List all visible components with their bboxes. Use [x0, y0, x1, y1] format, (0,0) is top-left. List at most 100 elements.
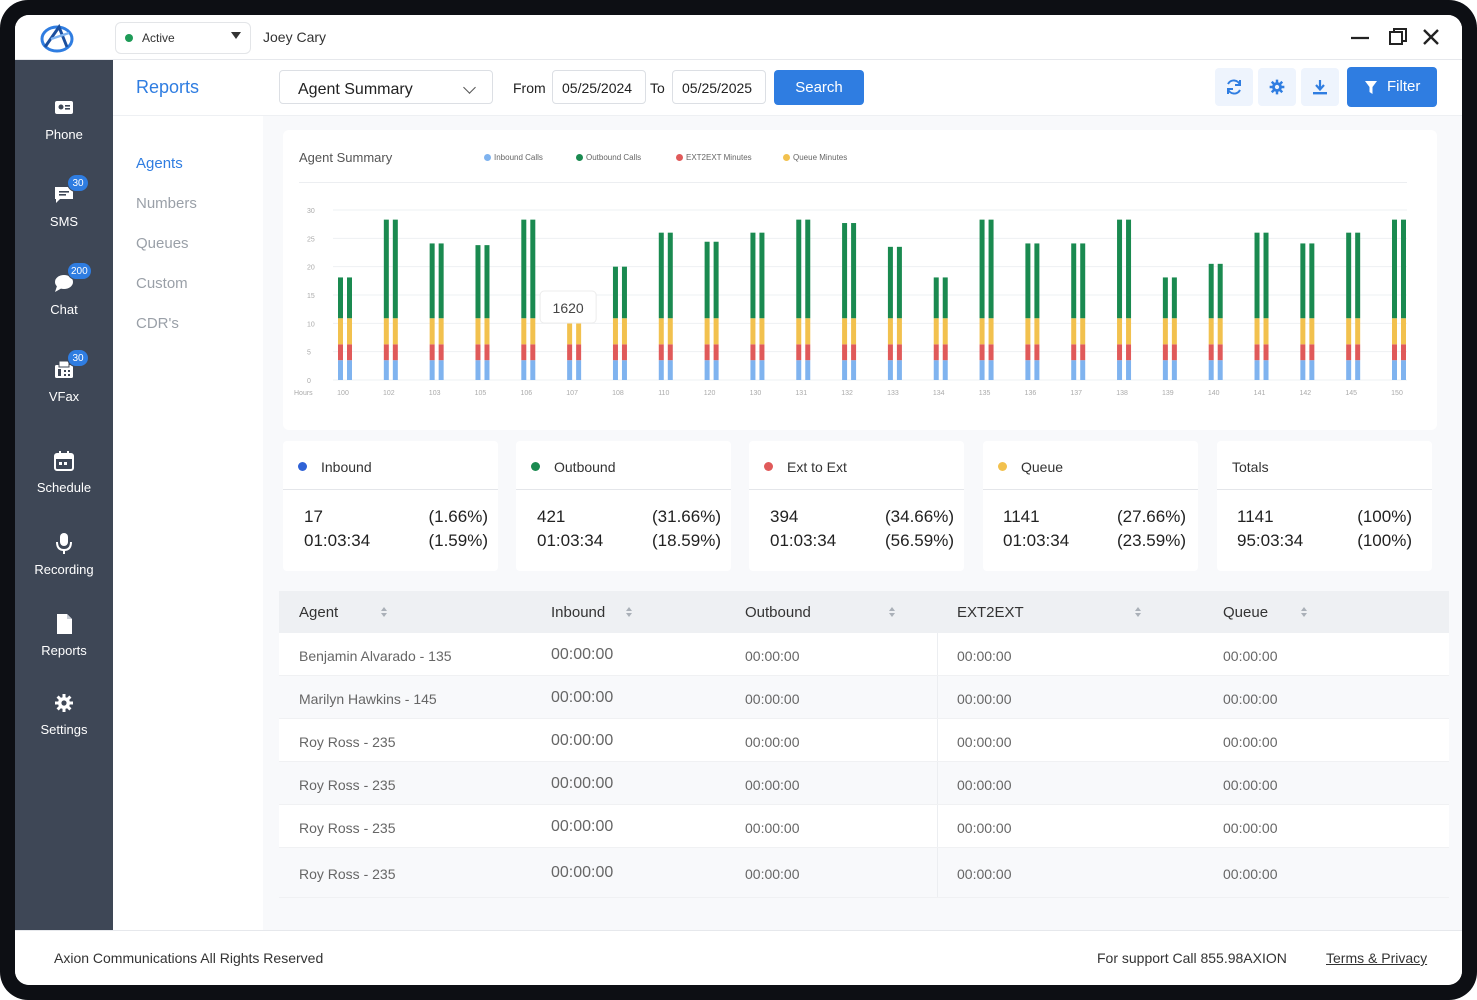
- sidebar-item-settings[interactable]: Settings: [15, 692, 113, 762]
- download-icon: [1313, 80, 1327, 95]
- bar-segment: [392, 344, 398, 361]
- status-label: Active: [142, 31, 175, 45]
- subnav-item-cdrs[interactable]: CDR's: [136, 315, 179, 332]
- x-tick-label: 131: [795, 390, 807, 397]
- bar-segment: [429, 344, 435, 361]
- x-tick-label: 120: [704, 390, 716, 397]
- bar-segment: [1025, 243, 1031, 319]
- column-header-agent[interactable]: Agent: [299, 604, 339, 621]
- table-row[interactable]: Marilyn Hawkins - 145 00:00:00 00:00:00 …: [279, 676, 1449, 719]
- y-tick-label: 20: [307, 265, 315, 272]
- cell-inbound: 00:00:00: [551, 646, 614, 663]
- to-date-input[interactable]: 05/25/2025: [672, 70, 766, 104]
- table-row[interactable]: Roy Ross - 235 00:00:00 00:00:00 00:00:0…: [279, 719, 1449, 762]
- sidebar-item-vfax[interactable]: 30 VFax: [15, 349, 113, 429]
- bar-segment: [713, 360, 719, 380]
- legend-queue-minutes: Queue Minutes: [783, 153, 847, 162]
- table-row[interactable]: Roy Ross - 235 00:00:00 00:00:00 00:00:0…: [279, 805, 1449, 848]
- column-header-ext2ext[interactable]: EXT2EXT: [957, 604, 1024, 621]
- column-header-inbound[interactable]: Inbound: [551, 604, 606, 621]
- bar-segment: [1208, 360, 1214, 380]
- sort-icon[interactable]: [1134, 606, 1142, 618]
- sidebar-item-recording[interactable]: Recording: [15, 532, 113, 602]
- bar-segment: [576, 344, 582, 361]
- bar-segment: [347, 344, 352, 361]
- report-type-dropdown[interactable]: Agent Summary: [279, 70, 493, 104]
- bar-segment: [1117, 318, 1123, 345]
- bar-segment: [750, 344, 756, 361]
- bar-chart: 0 5 10 15 20 25 30 Hours 100 102 103 105 106 107 108 11…: [294, 208, 1407, 397]
- close-icon[interactable]: [1419, 25, 1443, 49]
- sidebar-item-reports[interactable]: Reports: [15, 613, 113, 683]
- x-axis-label: Hours: [294, 390, 313, 397]
- subnav-item-numbers[interactable]: Numbers: [136, 195, 197, 212]
- cell-outbound: 00:00:00: [745, 648, 800, 664]
- bar-segment: [1217, 263, 1223, 319]
- bar-segment: [896, 246, 902, 319]
- x-tick-label: 135: [979, 390, 991, 397]
- bar-segment: [796, 360, 802, 380]
- subnav-item-queues[interactable]: Queues: [136, 235, 189, 252]
- bar-segment: [805, 219, 811, 319]
- sidebar-item-sms[interactable]: 30 SMS: [15, 174, 113, 254]
- bar-segment: [658, 344, 664, 361]
- bar-segment: [851, 223, 857, 319]
- bar-segment: [1071, 243, 1077, 319]
- column-header-outbound[interactable]: Outbound: [745, 604, 811, 621]
- chart-title: Agent Summary: [299, 150, 393, 165]
- status-dropdown[interactable]: Active: [115, 22, 251, 54]
- from-date-input[interactable]: 05/25/2024: [552, 70, 646, 104]
- cell-queue: 00:00:00: [1223, 734, 1278, 750]
- column-divider: [937, 848, 938, 897]
- search-button[interactable]: Search: [774, 70, 864, 105]
- sidebar-item-schedule[interactable]: Schedule: [15, 450, 113, 520]
- restore-icon[interactable]: [1386, 25, 1410, 49]
- sidebar-item-label: SMS: [49, 214, 79, 229]
- bar-segment: [475, 318, 481, 345]
- subnav-item-custom[interactable]: Custom: [136, 275, 188, 292]
- sort-icon[interactable]: [380, 606, 388, 618]
- x-tick-label: 140: [1208, 390, 1220, 397]
- bar-segment: [887, 360, 893, 380]
- bar-segment: [484, 245, 490, 319]
- table-row[interactable]: Roy Ross - 235 00:00:00 00:00:00 00:00:0…: [279, 762, 1449, 805]
- sort-icon[interactable]: [1300, 606, 1308, 618]
- bar-segment: [1401, 360, 1406, 380]
- sidebar-item-label: Schedule: [36, 480, 92, 495]
- settings-button[interactable]: [1258, 68, 1296, 106]
- bar-segment: [851, 344, 857, 361]
- stat-time-pct: (1.59%): [428, 531, 488, 550]
- sort-icon[interactable]: [625, 606, 633, 618]
- column-divider: [937, 719, 938, 761]
- filter-button[interactable]: Filter: [1347, 67, 1437, 107]
- chevron-down-icon: [231, 32, 241, 39]
- subnav-item-agents[interactable]: Agents: [136, 155, 183, 172]
- sidebar-item-chat[interactable]: 200 Chat: [15, 262, 113, 342]
- terms-privacy-link[interactable]: Terms & Privacy: [1326, 950, 1428, 966]
- sidebar-item-phone[interactable]: Phone: [15, 97, 113, 167]
- bar-segment: [475, 360, 481, 380]
- bar-segment: [704, 241, 710, 319]
- copyright-text: Axion Communications All Rights Reserved: [54, 950, 324, 966]
- cell-queue: 00:00:00: [1223, 691, 1278, 707]
- table-row[interactable]: Benjamin Alvarado - 135 00:00:00 00:00:0…: [279, 633, 1449, 676]
- bar-segment: [1392, 219, 1397, 319]
- bar-segment: [1171, 277, 1177, 319]
- cell-inbound: 00:00:00: [551, 732, 614, 749]
- bar-segment: [1309, 243, 1315, 319]
- bar-segment: [851, 360, 857, 380]
- bar-segment: [759, 232, 765, 319]
- report-type-value: Agent Summary: [298, 81, 413, 98]
- cell-agent: Roy Ross - 235: [299, 820, 396, 836]
- download-button[interactable]: [1301, 68, 1339, 106]
- refresh-button[interactable]: [1215, 68, 1253, 106]
- minimize-icon[interactable]: [1348, 25, 1372, 49]
- bar-segment: [1346, 344, 1352, 361]
- bar-segment: [438, 243, 444, 319]
- table-row[interactable]: Roy Ross - 235 00:00:00 00:00:00 00:00:0…: [279, 848, 1449, 898]
- stat-head: Totals: [1217, 441, 1432, 490]
- column-header-queue[interactable]: Queue: [1223, 604, 1269, 621]
- sort-icon[interactable]: [888, 606, 896, 618]
- stat-head: Outbound: [516, 441, 731, 490]
